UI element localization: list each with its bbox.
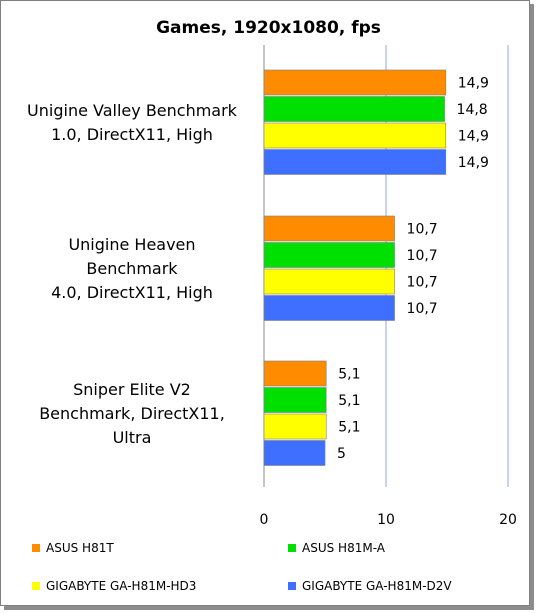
bar bbox=[263, 387, 327, 413]
bar bbox=[263, 69, 447, 96]
data-label: 14,9 bbox=[458, 155, 489, 171]
bar bbox=[263, 268, 395, 295]
bar bbox=[263, 242, 395, 268]
legend-swatch bbox=[288, 544, 296, 552]
category-label: Unigine Heaven bbox=[68, 235, 195, 254]
data-label: 5 bbox=[337, 446, 346, 462]
data-label: 10,7 bbox=[407, 301, 438, 317]
chart-title: Games, 1920x1080, fps bbox=[156, 18, 381, 38]
legend-item: GIGABYTE GA-H81M-HD3 bbox=[32, 579, 196, 593]
category-label: Unigine Valley Benchmark bbox=[27, 101, 238, 120]
data-label: 14,9 bbox=[458, 128, 489, 144]
data-label: 14,9 bbox=[458, 75, 489, 91]
category-label: Ultra bbox=[113, 428, 152, 447]
data-label: 14,8 bbox=[457, 102, 488, 118]
legend-label: GIGABYTE GA-H81M-HD3 bbox=[46, 579, 197, 593]
bar bbox=[263, 295, 395, 321]
data-label: 5,1 bbox=[338, 419, 360, 435]
category-label: Benchmark, DirectX11, bbox=[39, 404, 225, 423]
legend-item: GIGABYTE GA-H81M-D2V bbox=[288, 579, 452, 593]
data-label: 5,1 bbox=[338, 366, 360, 382]
category-label: Sniper Elite V2 bbox=[73, 380, 191, 399]
bar bbox=[263, 122, 447, 149]
bar bbox=[263, 440, 326, 466]
legend-label: GIGABYTE GA-H81M-D2V bbox=[302, 579, 452, 593]
category-label: Benchmark bbox=[86, 259, 178, 278]
category-label: 4.0, DirectX11, High bbox=[51, 283, 213, 302]
legend-swatch bbox=[32, 544, 40, 552]
legend-label: ASUS H81T bbox=[46, 541, 114, 555]
bar bbox=[263, 360, 327, 387]
x-tick-label: 10 bbox=[377, 512, 395, 528]
data-label: 10,7 bbox=[407, 221, 438, 237]
legend-item: ASUS H81T bbox=[32, 541, 114, 555]
legend-label: ASUS H81M-A bbox=[302, 541, 385, 555]
bar bbox=[263, 413, 327, 440]
x-tick-label: 0 bbox=[260, 512, 269, 528]
data-label: 5,1 bbox=[338, 393, 360, 409]
legend-item: ASUS H81M-A bbox=[288, 541, 385, 555]
x-tick-label: 20 bbox=[499, 512, 517, 528]
bar bbox=[263, 215, 395, 242]
bar bbox=[263, 96, 445, 122]
data-label: 10,7 bbox=[407, 274, 438, 290]
bar bbox=[263, 149, 447, 175]
legend-swatch bbox=[32, 582, 40, 590]
data-label: 10,7 bbox=[407, 248, 438, 264]
category-label: 1.0, DirectX11, High bbox=[51, 125, 213, 144]
legend-swatch bbox=[288, 582, 296, 590]
